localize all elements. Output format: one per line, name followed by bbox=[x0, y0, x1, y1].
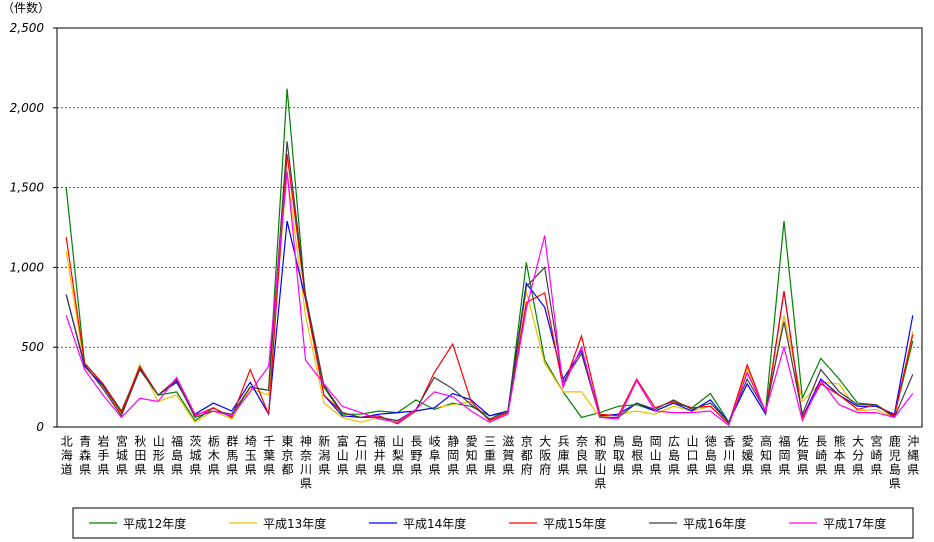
legend-label: 平成17年度 bbox=[823, 516, 886, 531]
x-tick-label: 福井県 bbox=[372, 434, 386, 477]
x-tick-label: 熊本県 bbox=[832, 434, 846, 477]
x-tick-label: 三重県 bbox=[483, 435, 497, 477]
legend-label: 平成12年度 bbox=[123, 516, 186, 531]
x-tick-label: 秋田県 bbox=[133, 435, 147, 477]
x-tick-label: 茨城県 bbox=[188, 435, 202, 477]
series-line bbox=[65, 171, 914, 425]
plot-frame bbox=[56, 27, 923, 428]
y-tick-label: 2,000 bbox=[10, 101, 45, 115]
x-tick-label: 富山県 bbox=[335, 434, 349, 477]
legend-label: 平成16年度 bbox=[683, 516, 746, 531]
x-tick-label: 長崎県 bbox=[814, 435, 828, 477]
x-tick-label: 奈良県 bbox=[575, 435, 589, 477]
x-tick-label: 宮崎県 bbox=[869, 434, 883, 477]
x-tick-label: 和歌山県 bbox=[593, 435, 607, 491]
x-tick-label: 山梨県 bbox=[390, 435, 404, 477]
series-line bbox=[65, 171, 914, 427]
x-tick-label: 愛媛県 bbox=[740, 435, 754, 477]
x-tick-label: 徳島県 bbox=[703, 434, 717, 477]
legend-label: 平成14年度 bbox=[403, 516, 466, 531]
x-tick-label: 香川県 bbox=[722, 435, 736, 477]
x-tick-label: 岐阜県 bbox=[427, 435, 441, 477]
x-tick-label: 栃木県 bbox=[206, 435, 220, 477]
x-tick-label: 滋賀県 bbox=[501, 435, 515, 477]
x-tick-label: 石川県 bbox=[354, 435, 368, 477]
x-tick-label: 沖縄県 bbox=[906, 435, 920, 477]
y-tick-label: 2,500 bbox=[10, 21, 45, 35]
x-tick-label: 埼玉県 bbox=[243, 435, 257, 477]
x-tick-label: 青森県 bbox=[78, 435, 92, 477]
x-tick-label: 大阪府 bbox=[538, 435, 552, 477]
x-tick-label: 京都府 bbox=[519, 435, 533, 477]
x-tick-label: 東京都 bbox=[280, 435, 294, 477]
y-tick-label: 1,500 bbox=[10, 181, 45, 195]
series-line bbox=[65, 141, 914, 424]
x-tick-label: 高知県 bbox=[759, 434, 773, 477]
series-line bbox=[65, 154, 914, 425]
x-tick-label: 岩手県 bbox=[96, 434, 110, 477]
legend-label: 平成13年度 bbox=[263, 516, 326, 531]
x-tick-label: 岡山県 bbox=[648, 435, 662, 477]
x-tick-label: 宮城県 bbox=[114, 434, 128, 477]
x-tick-label: 広島県 bbox=[667, 435, 681, 477]
y-axis-label: （件数） bbox=[2, 0, 50, 15]
x-tick-label: 静岡県 bbox=[446, 435, 460, 477]
x-tick-label: 鹿児島県 bbox=[887, 434, 901, 491]
x-tick-label: 北海道 bbox=[59, 435, 73, 477]
x-tick-label: 鳥取県 bbox=[611, 434, 625, 477]
x-tick-label: 神奈川県 bbox=[298, 435, 312, 491]
y-tick-label: 0 bbox=[36, 420, 44, 434]
x-tick-label: 新潟県 bbox=[317, 434, 331, 477]
x-tick-label: 兵庫県 bbox=[556, 435, 570, 477]
y-tick-label: 1,000 bbox=[10, 260, 45, 274]
x-tick-label: 福岡県 bbox=[777, 434, 791, 477]
x-tick-label: 佐賀県 bbox=[795, 435, 809, 477]
x-tick-label: 千葉県 bbox=[262, 435, 276, 477]
legend-label: 平成15年度 bbox=[543, 516, 606, 531]
x-tick-label: 長野県 bbox=[409, 435, 423, 477]
x-tick-label: 群馬県 bbox=[225, 435, 239, 477]
x-tick-label: 福島県 bbox=[170, 434, 184, 477]
y-tick-label: 500 bbox=[21, 340, 44, 354]
x-tick-label: 山形県 bbox=[151, 435, 165, 477]
x-tick-label: 愛知県 bbox=[464, 435, 478, 477]
x-tick-label: 山口県 bbox=[685, 435, 699, 477]
legend-box bbox=[72, 507, 914, 539]
series-line bbox=[65, 88, 914, 424]
x-tick-label: 大分県 bbox=[851, 435, 865, 477]
x-tick-label: 島根県 bbox=[630, 434, 644, 477]
